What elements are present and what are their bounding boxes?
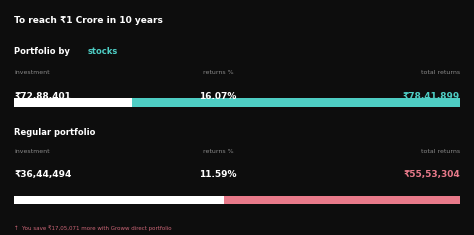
Text: Regular portfolio: Regular portfolio [14,128,96,137]
Text: stocks: stocks [88,47,118,56]
Text: total returns: total returns [420,149,460,154]
Text: 11.59%: 11.59% [199,170,237,179]
Bar [132,98,460,107]
Text: ₹36,44,494: ₹36,44,494 [14,170,72,179]
Text: To reach ₹1 Crore in 10 years: To reach ₹1 Crore in 10 years [14,16,163,25]
Bar [14,98,132,107]
Text: 16.07%: 16.07% [200,92,237,101]
Text: ↑  You save ₹17,05,071 more with Groww direct portfolio: ↑ You save ₹17,05,071 more with Groww di… [14,226,172,231]
Bar [14,196,224,204]
Bar [224,196,460,204]
Text: investment: investment [14,70,50,75]
Text: ₹78,41,899: ₹78,41,899 [402,92,460,101]
Text: total returns: total returns [420,70,460,75]
Text: ₹72,88,401: ₹72,88,401 [14,92,71,101]
Text: returns %: returns % [203,149,233,154]
Text: ₹55,53,304: ₹55,53,304 [403,170,460,179]
Text: returns %: returns % [203,70,233,75]
Text: Portfolio by: Portfolio by [14,47,73,56]
Text: investment: investment [14,149,50,154]
